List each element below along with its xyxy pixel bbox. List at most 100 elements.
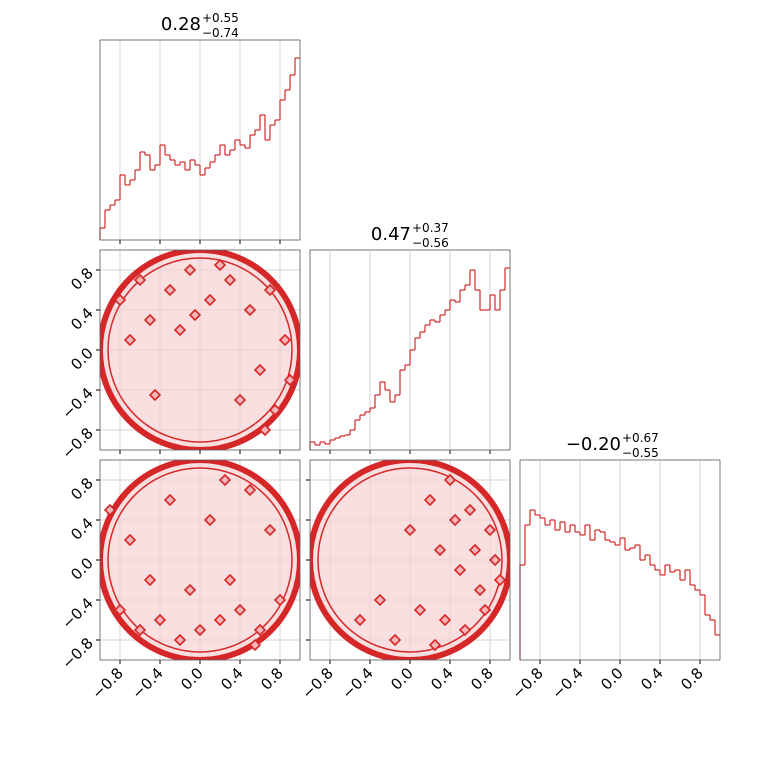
- sample-contour: [458, 623, 472, 637]
- x-tick-label: −0.4: [548, 664, 586, 702]
- panel-frame: [309, 459, 511, 661]
- title-lower: −0.55: [622, 446, 659, 460]
- y-tick-label: −0.8: [58, 634, 96, 672]
- x-tick-label: 0.8: [467, 664, 497, 694]
- title-value: 0.28: [161, 14, 201, 35]
- sample-contour: [473, 583, 487, 597]
- title-upper: +0.37: [412, 221, 449, 235]
- panel-frame: [99, 39, 301, 241]
- panel: −0.8−0.4 0.0 0.4 0.8: [298, 459, 511, 703]
- y-tick-label: 0.0: [67, 344, 97, 374]
- x-tick-label: −0.8: [298, 664, 336, 702]
- sample-contour: [203, 513, 217, 527]
- sample-contour: [148, 388, 162, 402]
- sample-contour: [443, 473, 457, 487]
- y-tick-label: 0.4: [67, 514, 97, 544]
- title-upper: +0.67: [622, 431, 659, 445]
- title-value: −0.20: [566, 434, 621, 455]
- sample-contour: [113, 293, 127, 307]
- sample-contour: [353, 613, 367, 627]
- x-tick-label: 0.8: [677, 664, 707, 694]
- sample-contour: [448, 513, 462, 527]
- panel-frame: [99, 249, 301, 451]
- density-disk: [100, 460, 300, 660]
- sample-contour: [143, 313, 157, 327]
- panel: 0.28 +0.55−0.74: [99, 11, 301, 244]
- density-region: [310, 460, 510, 660]
- sample-contour: [253, 363, 267, 377]
- sample-contour: [488, 553, 502, 567]
- panel-frame: [519, 459, 721, 661]
- sample-contour: [173, 633, 187, 647]
- sample-contour: [233, 393, 247, 407]
- x-tick-label: −0.8: [508, 664, 546, 702]
- sample-contour: [253, 623, 267, 637]
- sample-contour: [188, 308, 202, 322]
- title-upper: +0.55: [202, 11, 239, 25]
- title-lower: −0.56: [412, 236, 449, 250]
- density-contour: [107, 257, 293, 443]
- sample-contour: [223, 573, 237, 587]
- panel-frame: [309, 249, 511, 451]
- sample-contour: [428, 638, 442, 652]
- x-tick-label: −0.8: [88, 664, 126, 702]
- sample-contour: [203, 293, 217, 307]
- sample-contour: [213, 613, 227, 627]
- title-lower: −0.74: [202, 26, 239, 40]
- sample-contour: [133, 623, 147, 637]
- sample-contour: [483, 523, 497, 537]
- sample-contour: [213, 258, 227, 272]
- sample-contour: [223, 273, 237, 287]
- density-region: [100, 460, 300, 660]
- sample-contour: [268, 403, 282, 417]
- panel: −0.8 −0.4 0.0 0.4 0.8−0.8−0.40.00.40.8: [58, 459, 301, 703]
- sample-contour: [183, 263, 197, 277]
- sample-contour: [258, 423, 272, 437]
- x-tick-label: −0.4: [128, 664, 166, 702]
- y-tick-label: −0.4: [58, 594, 96, 632]
- sample-contour: [243, 483, 257, 497]
- panel-frame: [99, 459, 301, 661]
- density-region: [100, 250, 300, 450]
- x-tick-label: 0.8: [257, 664, 287, 694]
- x-tick-label: 0.4: [637, 664, 667, 694]
- x-tick-label: 0.4: [427, 664, 457, 694]
- sample-contour: [463, 503, 477, 517]
- y-tick-label: 0.8: [67, 264, 97, 294]
- sample-contour: [123, 333, 137, 347]
- x-tick-label: 0.4: [217, 664, 247, 694]
- density-contour: [107, 467, 293, 653]
- sample-contour: [423, 493, 437, 507]
- x-tick-label: 0.0: [177, 664, 207, 694]
- sample-contour: [263, 283, 277, 297]
- sample-contour: [493, 573, 507, 587]
- x-tick-label: 0.0: [597, 664, 627, 694]
- sample-contour: [143, 573, 157, 587]
- sample-contour: [103, 503, 117, 517]
- x-tick-label: −0.4: [338, 664, 376, 702]
- sample-contour: [263, 523, 277, 537]
- sample-contour: [468, 543, 482, 557]
- y-tick-label: 0.8: [67, 474, 97, 504]
- sample-contour: [438, 613, 452, 627]
- sample-contour: [233, 603, 247, 617]
- sample-contour: [278, 333, 292, 347]
- sample-contour: [123, 533, 137, 547]
- sample-contour: [153, 613, 167, 627]
- panel: −0.8 −0.4 0.0 0.4 0.8 −0.20 +0.67−0.55: [508, 431, 721, 703]
- y-tick-label: 0.4: [67, 304, 97, 334]
- sample-contour: [193, 623, 207, 637]
- x-tick-label: 0.0: [387, 664, 417, 694]
- density-contour: [317, 467, 503, 653]
- sample-contour: [478, 603, 492, 617]
- sample-contour: [388, 633, 402, 647]
- sample-contour: [403, 523, 417, 537]
- title-value: 0.47: [371, 224, 411, 245]
- sample-contour: [163, 283, 177, 297]
- panel: 0.47 +0.37−0.56: [309, 221, 511, 454]
- sample-contour: [248, 638, 262, 652]
- sample-contour: [433, 543, 447, 557]
- y-tick-label: −0.8: [58, 424, 96, 462]
- y-tick-label: 0.0: [67, 554, 97, 584]
